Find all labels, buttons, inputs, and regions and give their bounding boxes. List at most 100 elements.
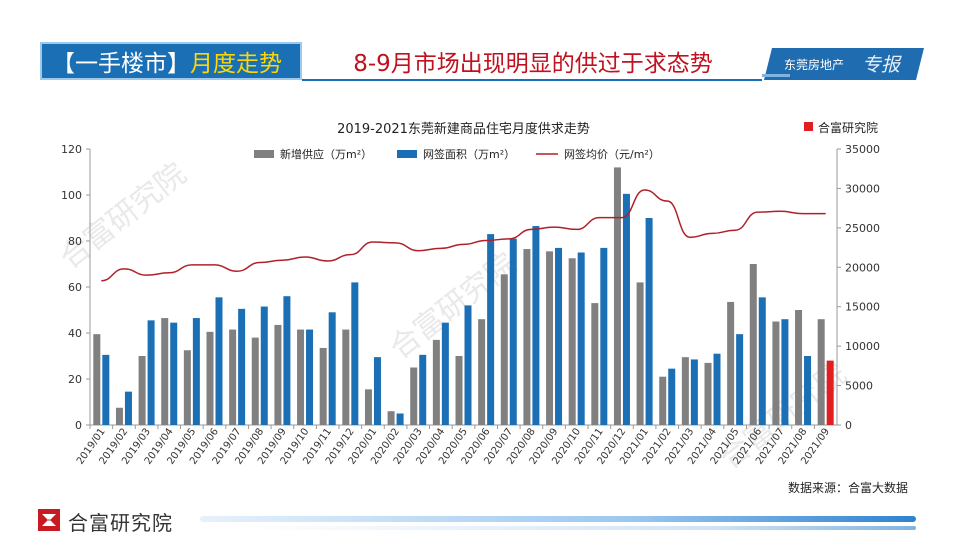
supply-bar [455, 356, 463, 425]
signed-area-bar [396, 413, 404, 425]
supply-bar [138, 356, 146, 425]
supply-bar [749, 264, 757, 425]
page-headline: 8-9月市场出现明显的供过于求态势 [353, 51, 713, 77]
supply-bar [523, 249, 531, 425]
left-tick-label: 120 [61, 143, 82, 156]
signed-area-bar [668, 368, 676, 425]
brand-logo-icon [38, 509, 60, 531]
supply-bar [432, 339, 440, 425]
legend-swatch-supply [254, 150, 274, 158]
signed-area-bar [373, 357, 381, 425]
signed-area-bar [215, 297, 223, 425]
signed-area-bar [102, 354, 110, 425]
supply-bar [161, 318, 169, 425]
supply-bar [613, 167, 621, 425]
legend-swatch-signed-area [397, 150, 417, 158]
right-tick-label: 30000 [845, 182, 880, 195]
footer-brand-name: 合富研究院 [68, 511, 173, 535]
publication-logo-script: 专报 [862, 54, 901, 76]
signed-area-bar [645, 218, 653, 425]
legend-label-price: 网签均价（元/m²） [564, 147, 660, 161]
right-tick-label: 10000 [845, 340, 880, 353]
logo-accent-stripe [762, 74, 790, 77]
signed-area-bar [487, 234, 495, 425]
left-tick-label: 40 [68, 327, 82, 340]
legend-label-signed-area: 网签面积（万m²） [423, 147, 515, 161]
signed-area-bar [736, 334, 744, 425]
supply-bar [546, 251, 554, 425]
supply-bar [93, 334, 101, 425]
signed-area-bar [328, 312, 336, 425]
left-tick-label: 0 [75, 419, 82, 432]
signed-area-bar [192, 318, 200, 425]
supply-bar [387, 411, 395, 425]
supply-bar [478, 319, 486, 425]
signed-area-bar [577, 252, 585, 425]
footer-decoration [200, 516, 916, 522]
publication-logo-text: 东莞房地产 [784, 58, 845, 72]
supply-bar [568, 258, 576, 425]
supply-bar [772, 321, 780, 425]
watermark-text: 合富研究院 [53, 156, 193, 276]
left-tick-label: 60 [68, 281, 82, 294]
supply-bar [795, 310, 803, 425]
supply-bar [500, 274, 508, 425]
supply-bar [636, 282, 644, 425]
signed-area-bar [260, 306, 268, 425]
signed-area-bar [124, 391, 132, 425]
left-tick-label: 100 [61, 189, 82, 202]
left-tick-label: 20 [68, 373, 82, 386]
supply-bar [364, 389, 372, 425]
brand-mark-icon [804, 122, 813, 131]
signed-area-bar [509, 238, 517, 425]
supply-bar [274, 324, 282, 425]
supply-bar [342, 329, 350, 425]
section-bracket-tag: 【一手楼市】 [52, 51, 190, 77]
right-tick-label: 5000 [845, 380, 873, 393]
legend-label-supply: 新增供应（万m²） [280, 147, 372, 161]
signed-area-bar [147, 320, 155, 425]
left-tick-label: 80 [68, 235, 82, 248]
signed-area-bar [306, 329, 314, 425]
supply-bar [727, 301, 735, 425]
supply-bar [704, 362, 712, 425]
footer-decoration-secondary [240, 526, 916, 530]
supply-bar [183, 350, 191, 425]
supply-bar [251, 337, 259, 425]
right-tick-label: 25000 [845, 222, 880, 235]
data-source-note: 数据来源：合富大数据 [787, 481, 908, 495]
supply-bar [297, 329, 305, 425]
supply-bar [206, 331, 214, 425]
price-line [101, 189, 826, 282]
signed-area-bar [690, 359, 698, 425]
supply-bar [229, 329, 237, 425]
signed-area-bar [826, 360, 834, 425]
right-tick-label: 35000 [845, 143, 880, 156]
signed-area-bar [713, 353, 721, 425]
signed-area-bar [532, 226, 540, 425]
signed-area-bar [781, 319, 789, 425]
section-topic: 月度走势 [190, 51, 282, 77]
signed-area-bar [238, 308, 246, 425]
header-underline [302, 79, 762, 81]
supply-bar [817, 319, 825, 425]
signed-area-bar [441, 322, 449, 425]
signed-area-bar [170, 322, 178, 425]
right-tick-label: 20000 [845, 261, 880, 274]
supply-bar [681, 357, 689, 425]
signed-area-bar [351, 282, 359, 425]
signed-area-bar [464, 305, 472, 425]
supply-bar [659, 376, 667, 425]
right-tick-label: 15000 [845, 301, 880, 314]
signed-area-bar [283, 296, 291, 425]
supply-bar [410, 367, 418, 425]
chart-brand-label: 合富研究院 [818, 120, 878, 135]
supply-bar [591, 303, 599, 425]
signed-area-bar [555, 247, 563, 425]
signed-area-bar [600, 247, 608, 425]
chart-title: 2019-2021东莞新建商品住宅月度供求走势 [337, 121, 590, 137]
supply-bar [319, 347, 327, 425]
signed-area-bar [419, 354, 427, 425]
signed-area-bar [758, 297, 766, 425]
